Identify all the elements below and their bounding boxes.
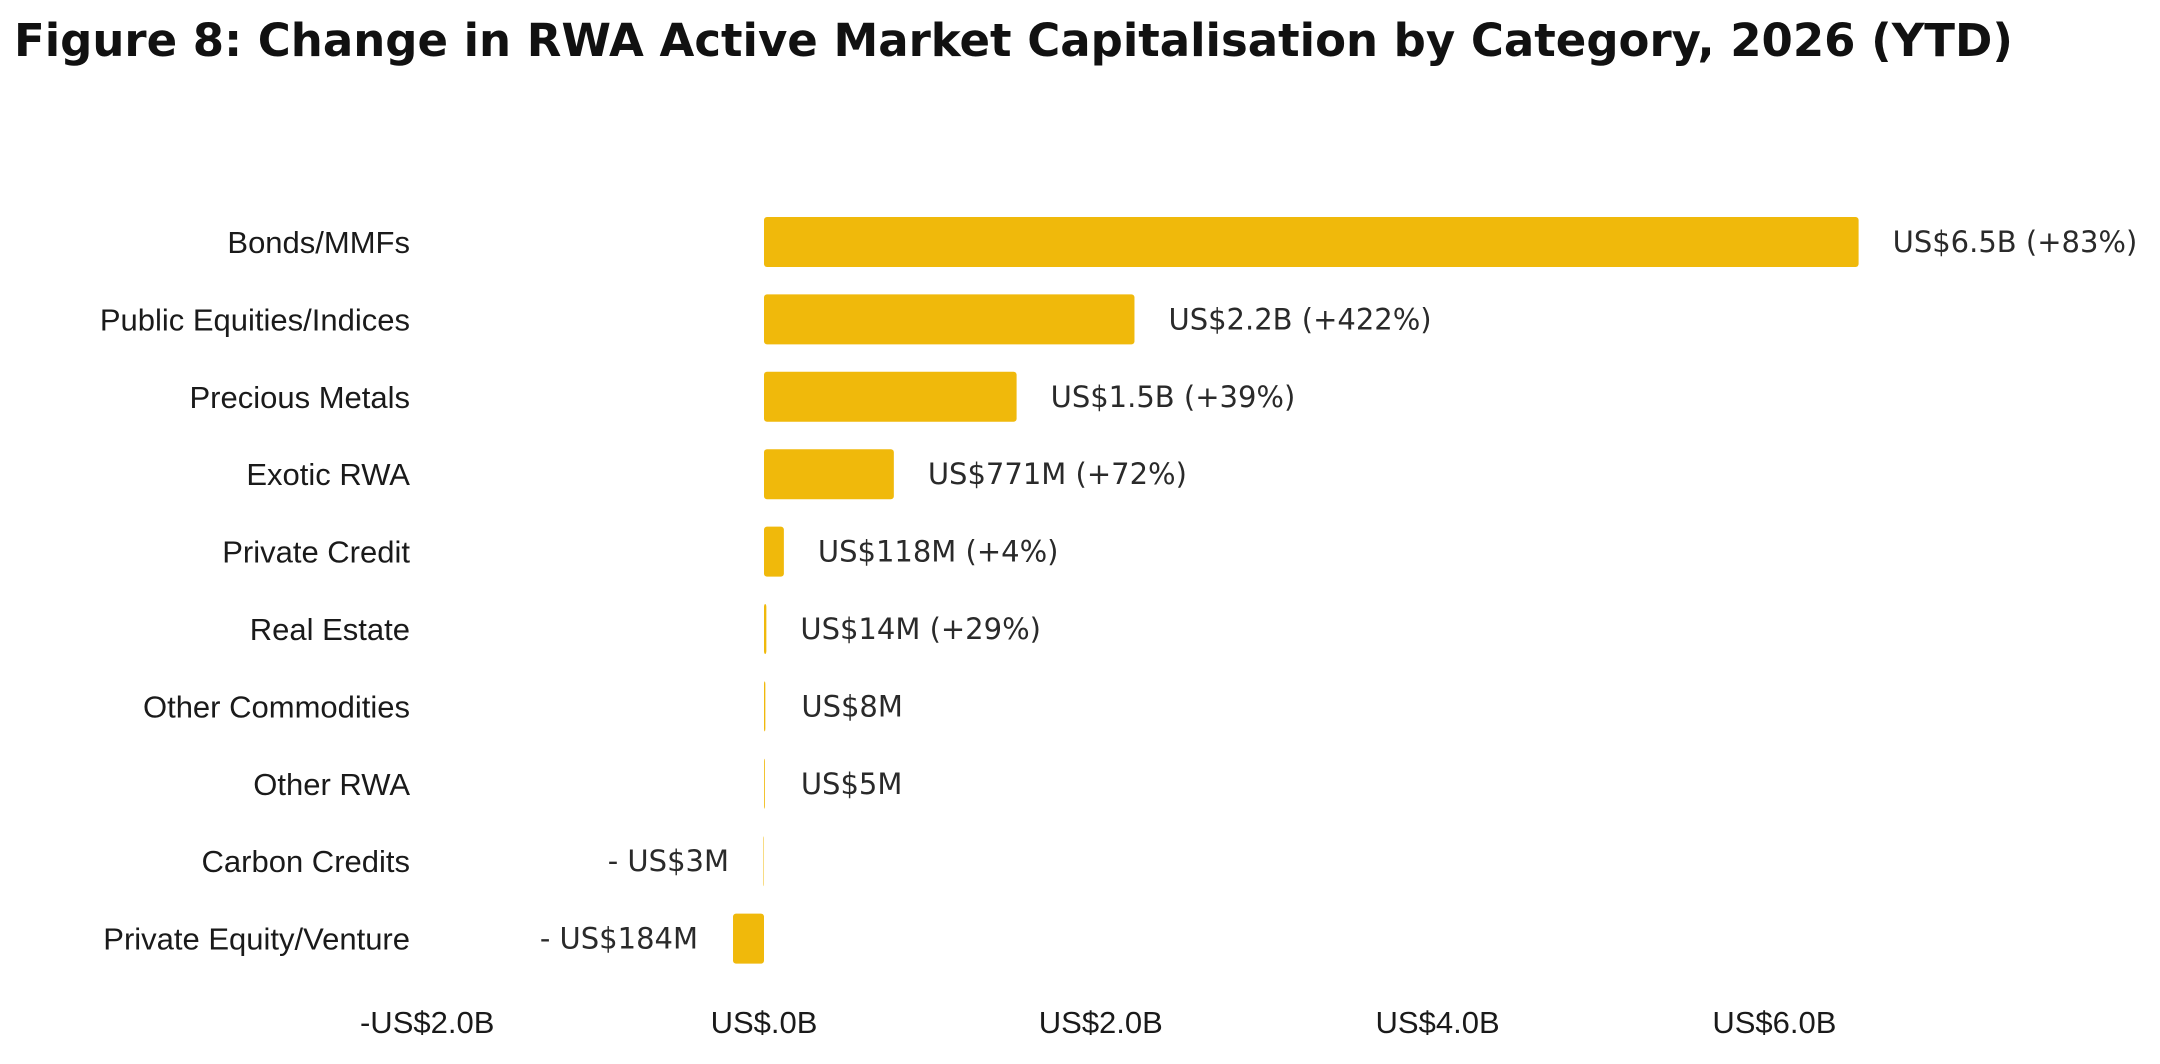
bar	[764, 217, 1859, 267]
category-label: Bonds/MMFs	[227, 225, 410, 260]
x-tick-label: -US$2.0B	[360, 1005, 494, 1040]
x-tick-label: US$.0B	[711, 1005, 818, 1040]
x-tick-label: US$4.0B	[1376, 1005, 1500, 1040]
labels-layer: Bonds/MMFs US$6.5B (+83%) Public Equities/…	[100, 225, 2137, 957]
category-label: Carbon Credits	[202, 844, 410, 879]
bar	[764, 681, 766, 732]
bar	[764, 294, 1135, 345]
data-label: US$1.5B (+39%)	[1051, 380, 1296, 414]
category-label: Real Estate	[250, 612, 410, 647]
category-label: Other Commodities	[143, 689, 410, 724]
bar	[764, 449, 894, 500]
data-label: US$6.5B (+83%)	[1893, 225, 2138, 259]
data-label: US$5M	[801, 767, 903, 801]
ticks-layer: -US$2.0B US$.0B US$2.0B US$4.0B US$6.0B	[360, 1005, 1836, 1040]
category-label: Other RWA	[253, 767, 410, 802]
bar	[763, 836, 764, 887]
data-label: US$8M	[801, 689, 903, 723]
data-label: US$118M (+4%)	[818, 535, 1059, 569]
x-tick-label: US$2.0B	[1039, 1005, 1163, 1040]
bar	[764, 758, 765, 809]
category-label: Private Equity/Venture	[103, 922, 410, 957]
bar	[764, 371, 1017, 422]
data-label: US$14M (+29%)	[800, 612, 1041, 646]
data-label: US$771M (+72%)	[928, 457, 1187, 491]
category-label: Private Credit	[222, 535, 410, 570]
data-label: - US$3M	[608, 844, 729, 878]
x-tick-label: US$6.0B	[1712, 1005, 1836, 1040]
category-label: Exotic RWA	[246, 457, 410, 492]
bar	[764, 604, 767, 654]
category-label: Precious Metals	[189, 380, 410, 415]
bars-layer	[733, 217, 1859, 964]
bar	[733, 913, 764, 964]
data-label: - US$184M	[540, 922, 698, 956]
bar	[764, 526, 784, 577]
category-label: Public Equities/Indices	[100, 302, 410, 337]
data-label: US$2.2B (+422%)	[1168, 302, 1431, 336]
figure-title: Figure 8: Change in RWA Active Market Ca…	[14, 14, 2013, 67]
